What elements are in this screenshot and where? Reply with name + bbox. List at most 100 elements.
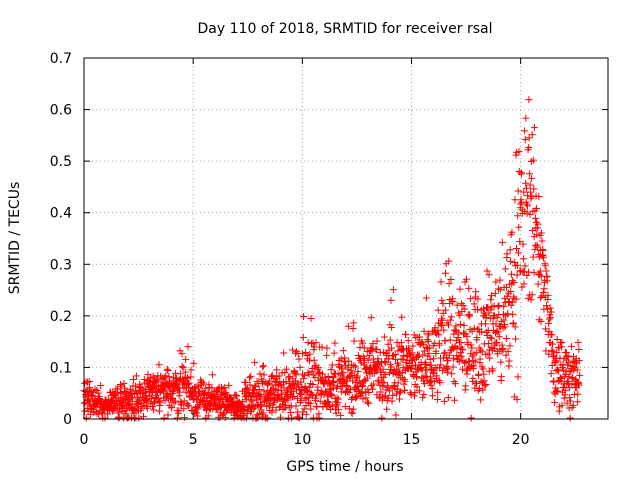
data-point [542,325,550,333]
data-point [386,336,394,344]
data-point [306,400,314,408]
data-point [288,393,296,401]
data-point [381,358,389,366]
data-point [449,363,457,371]
data-point [487,292,495,300]
data-point [349,377,357,385]
data-point [401,377,409,385]
data-point [459,346,467,354]
data-point [527,188,535,196]
data-point [199,379,207,387]
data-point [445,280,453,288]
data-point [463,332,471,340]
data-point [394,347,402,355]
data-point [494,328,502,336]
data-point [515,148,523,156]
data-point [566,397,574,405]
data-point [474,295,482,303]
data-point [574,390,582,398]
data-point [178,350,186,358]
data-point [525,144,533,152]
data-point [486,333,494,341]
data-point [421,380,429,388]
data-point [473,380,481,388]
x-tick-label: 20 [512,432,530,448]
data-point [461,359,469,367]
data-point [546,304,554,312]
data-point [352,378,360,386]
data-point [180,405,188,413]
data-point [397,339,405,347]
data-point [503,250,511,258]
data-point [408,349,416,357]
data-point [384,394,392,402]
data-point [575,346,583,354]
data-point [556,374,564,382]
data-point [502,351,510,359]
data-point [449,298,457,306]
data-point [545,319,553,327]
data-point [326,401,334,409]
data-point [419,394,427,402]
data-point [534,220,542,228]
data-point [184,401,192,409]
data-point [425,350,433,358]
data-point [344,322,352,330]
data-point [430,355,438,363]
data-point [506,257,514,265]
data-point [537,229,545,237]
data-point [242,378,250,386]
data-point [523,200,531,208]
data-point [311,373,319,381]
data-point [333,394,341,402]
data-point [481,382,489,390]
data-point [304,369,312,377]
data-point [477,377,485,385]
data-point [202,384,210,392]
data-point [573,366,581,374]
data-point [501,265,509,273]
data-point [456,321,464,329]
data-point [359,395,367,403]
data-point [568,342,576,350]
data-point [445,257,453,265]
data-point [545,327,553,335]
data-point [401,386,409,394]
data-point [447,313,455,321]
data-point [142,391,150,399]
data-point [565,373,573,381]
data-point [260,362,268,370]
data-point [120,379,128,387]
data-point [306,350,314,358]
data-point [566,414,574,422]
data-point [485,339,493,347]
data-point [85,377,93,385]
data-point [507,288,515,296]
data-point [368,347,376,355]
data-point [194,405,202,413]
data-point [522,184,530,192]
data-point [338,364,346,372]
data-point [312,339,320,347]
data-point [437,278,445,286]
data-point [441,337,449,345]
data-point [121,410,129,418]
data-point [312,392,320,400]
data-point [469,374,477,382]
data-point [337,388,345,396]
data-point [461,305,469,313]
data-point [458,300,466,308]
data-point [549,353,557,361]
data-point [498,238,506,246]
data-point [526,181,534,189]
data-point [538,292,546,300]
data-point [530,124,538,132]
data-point [198,378,206,386]
data-point [539,289,547,297]
data-point [365,389,373,397]
data-point [364,399,372,407]
data-point [89,388,97,396]
data-point [356,343,364,351]
data-point [520,188,528,196]
